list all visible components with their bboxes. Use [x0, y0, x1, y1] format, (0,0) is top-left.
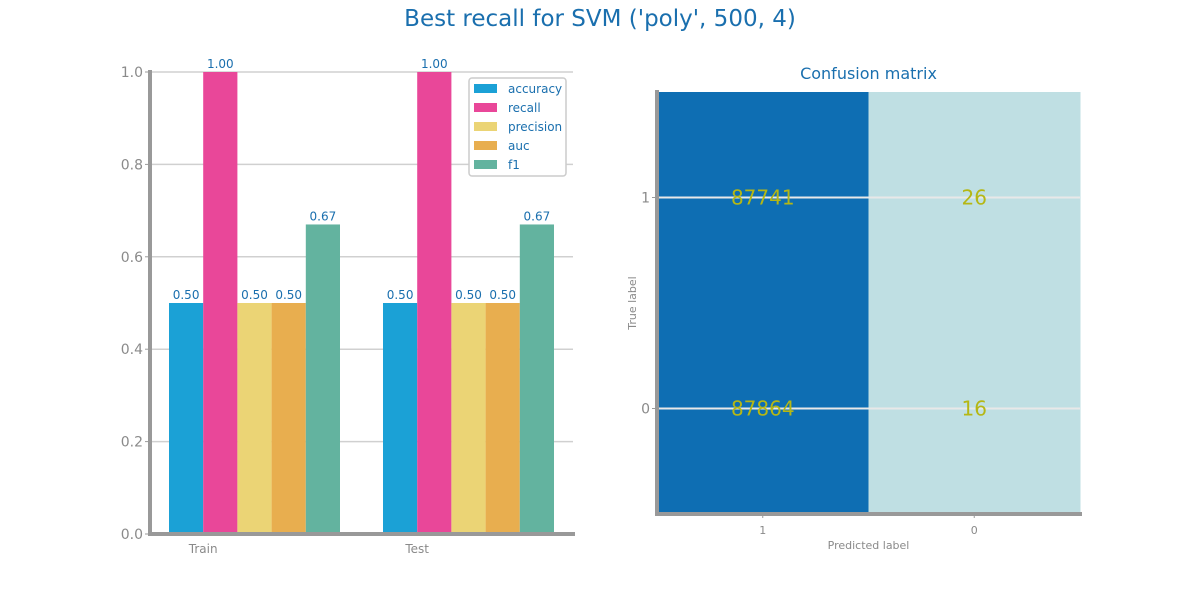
value-label-auc-test: 0.50	[489, 288, 516, 302]
bar-accuracy-test	[383, 303, 418, 534]
cm-value-1-1: 87741	[731, 186, 795, 210]
legend-label-f1: f1	[508, 158, 520, 172]
y-tick-label: 0.2	[121, 435, 143, 451]
y-tick-label: 0.8	[121, 157, 143, 173]
bar-f1-test	[519, 224, 554, 534]
legend: accuracy recall precision auc f1	[468, 77, 567, 177]
bar-f1-train	[305, 224, 340, 534]
legend-swatch-auc	[474, 141, 497, 150]
legend-swatch-f1	[474, 160, 497, 169]
y-tick-label: 0.0	[121, 527, 143, 543]
bar-precision-train	[237, 303, 272, 534]
value-label-f1-train: 0.67	[310, 209, 337, 223]
y-tick-label: 0.4	[121, 342, 143, 358]
legend-box	[468, 77, 567, 177]
cm-x-tick-label: 1	[759, 524, 766, 537]
legend-label-precision: precision	[508, 120, 562, 134]
cm-y-tick-label: 0	[641, 402, 650, 418]
x-tick-label-test: Test	[404, 542, 429, 556]
bar-recall-test	[417, 72, 452, 534]
bar-chart: 0.0 0.2 0.4 0.6 0.8 1.0 0.50 1.00 0.50 0.50 0.67 Tr…	[121, 57, 575, 556]
y-tick-label: 1.0	[121, 65, 143, 81]
value-label-precision-test: 0.50	[455, 288, 482, 302]
value-label-auc-train: 0.50	[275, 288, 302, 302]
bar-precision-test	[451, 303, 486, 534]
legend-swatch-recall	[474, 103, 497, 112]
x-tick-label-train: Train	[188, 542, 218, 556]
value-label-recall-train: 1.00	[207, 57, 234, 71]
bar-recall-train	[203, 72, 238, 534]
value-label-recall-test: 1.00	[421, 57, 448, 71]
value-label-accuracy-train: 0.50	[173, 288, 200, 302]
bar-auc-test	[485, 303, 520, 534]
legend-swatch-precision	[474, 122, 497, 131]
cm-x-tick-label: 0	[971, 524, 978, 537]
confusion-matrix-title: Confusion matrix	[800, 64, 937, 83]
cm-value-1-0: 26	[962, 186, 987, 210]
cm-y-tick-label: 1	[641, 191, 650, 207]
bar-auc-train	[271, 303, 306, 534]
cm-x-axis-label: Predicted label	[828, 539, 910, 552]
value-label-precision-train: 0.50	[241, 288, 268, 302]
legend-label-recall: recall	[508, 101, 541, 115]
value-label-f1-test: 0.67	[524, 209, 551, 223]
cm-value-0-1: 87864	[731, 397, 795, 421]
cm-y-axis-label: True label	[626, 276, 639, 330]
value-label-accuracy-test: 0.50	[387, 288, 414, 302]
confusion-matrix: Confusion matrix 87741 26 87864 16 1 0 1 0 Predic…	[626, 64, 1082, 552]
legend-label-auc: auc	[508, 139, 530, 153]
cm-value-0-0: 16	[962, 397, 987, 421]
legend-swatch-accuracy	[474, 84, 497, 93]
figure-title: Best recall for SVM ('poly', 500, 4)	[404, 6, 796, 32]
legend-label-accuracy: accuracy	[508, 82, 562, 96]
y-tick-label: 0.6	[121, 250, 143, 266]
bar-accuracy-train	[169, 303, 204, 534]
